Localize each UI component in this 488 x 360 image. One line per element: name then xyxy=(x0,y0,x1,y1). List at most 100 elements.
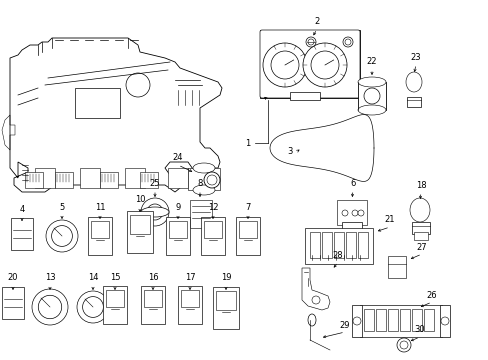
Text: 25: 25 xyxy=(149,179,160,188)
Text: 16: 16 xyxy=(147,274,158,283)
Text: 11: 11 xyxy=(95,202,105,211)
Circle shape xyxy=(352,317,360,325)
Circle shape xyxy=(303,43,346,87)
Bar xyxy=(88,217,112,255)
Bar xyxy=(406,97,420,107)
Text: 22: 22 xyxy=(366,58,376,67)
Circle shape xyxy=(351,210,357,216)
Text: 1: 1 xyxy=(245,139,250,148)
Bar xyxy=(106,290,124,307)
Bar xyxy=(260,30,359,98)
Text: 18: 18 xyxy=(415,180,426,189)
Text: 23: 23 xyxy=(410,54,421,63)
Bar xyxy=(80,168,100,188)
Circle shape xyxy=(52,226,72,246)
Bar xyxy=(216,291,236,310)
Ellipse shape xyxy=(193,163,215,173)
Text: 15: 15 xyxy=(109,274,120,283)
Text: 13: 13 xyxy=(44,274,55,283)
Text: 8: 8 xyxy=(197,179,202,188)
Circle shape xyxy=(311,296,319,304)
Bar xyxy=(187,168,220,190)
Bar xyxy=(375,309,385,331)
Bar xyxy=(141,286,164,324)
Text: 28: 28 xyxy=(332,251,343,260)
Text: 26: 26 xyxy=(426,291,436,300)
Bar xyxy=(140,172,158,188)
Bar xyxy=(125,168,145,188)
Text: 12: 12 xyxy=(207,202,218,211)
Text: 19: 19 xyxy=(220,274,231,283)
Bar xyxy=(359,305,441,337)
Bar xyxy=(305,228,372,264)
Bar xyxy=(239,221,257,238)
Bar xyxy=(143,290,162,307)
Text: 17: 17 xyxy=(184,274,195,283)
Bar xyxy=(213,287,239,329)
Text: 10: 10 xyxy=(135,195,145,204)
Text: 27: 27 xyxy=(416,243,427,252)
Bar xyxy=(423,309,433,331)
Ellipse shape xyxy=(193,185,215,195)
Circle shape xyxy=(307,39,313,45)
Bar xyxy=(357,82,385,110)
Bar xyxy=(387,256,405,278)
Bar xyxy=(387,309,397,331)
Bar xyxy=(75,88,120,118)
Bar xyxy=(413,232,427,240)
Circle shape xyxy=(345,39,350,45)
Bar xyxy=(165,217,190,255)
Bar xyxy=(309,232,319,258)
Bar xyxy=(25,172,43,188)
Bar xyxy=(336,200,366,225)
Circle shape xyxy=(147,204,163,220)
Bar xyxy=(181,290,199,307)
Text: 30: 30 xyxy=(414,325,425,334)
Circle shape xyxy=(341,210,347,216)
Bar xyxy=(130,215,150,234)
Bar xyxy=(127,211,153,253)
Bar xyxy=(91,221,109,238)
Circle shape xyxy=(363,88,379,104)
Circle shape xyxy=(82,297,103,318)
Text: 4: 4 xyxy=(20,206,24,215)
FancyBboxPatch shape xyxy=(260,30,359,98)
Ellipse shape xyxy=(141,207,169,217)
Text: 5: 5 xyxy=(59,202,64,211)
Circle shape xyxy=(141,198,169,226)
Circle shape xyxy=(203,172,220,188)
Bar xyxy=(346,232,355,258)
Ellipse shape xyxy=(307,314,315,326)
Bar xyxy=(178,286,202,324)
Text: 7: 7 xyxy=(245,202,250,211)
Text: 29: 29 xyxy=(339,320,349,329)
Circle shape xyxy=(342,37,352,47)
Bar xyxy=(190,200,212,228)
Bar xyxy=(363,309,373,331)
Circle shape xyxy=(77,291,109,323)
Circle shape xyxy=(206,175,217,185)
Bar xyxy=(439,305,449,337)
Circle shape xyxy=(357,210,363,216)
Text: 9: 9 xyxy=(175,202,180,211)
Text: 6: 6 xyxy=(349,179,355,188)
Circle shape xyxy=(263,43,306,87)
Bar xyxy=(168,168,187,188)
Bar xyxy=(100,172,118,188)
Bar xyxy=(411,309,421,331)
Circle shape xyxy=(46,220,78,252)
Text: 24: 24 xyxy=(172,153,183,162)
Bar xyxy=(169,221,186,238)
Ellipse shape xyxy=(357,77,385,87)
Bar xyxy=(399,309,409,331)
Bar xyxy=(201,217,224,255)
Circle shape xyxy=(32,289,68,325)
Bar xyxy=(411,222,429,234)
Circle shape xyxy=(126,73,150,97)
Circle shape xyxy=(440,317,448,325)
Ellipse shape xyxy=(409,198,429,222)
Circle shape xyxy=(270,51,298,79)
Bar xyxy=(11,218,33,250)
Text: 20: 20 xyxy=(8,274,18,283)
Bar xyxy=(333,232,343,258)
